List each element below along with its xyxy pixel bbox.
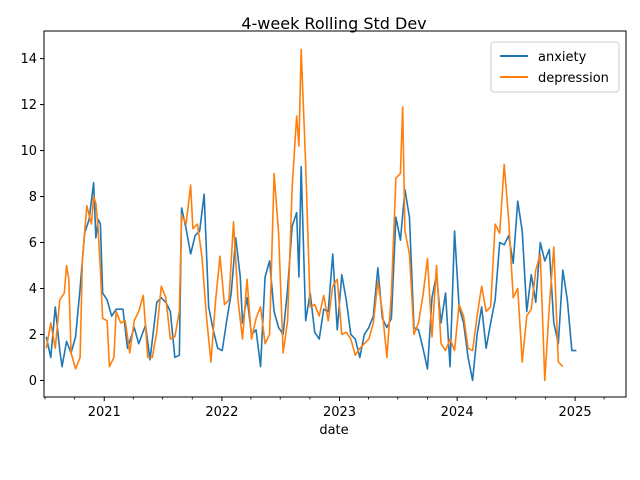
legend-box [490, 41, 620, 93]
x-axis-label: date [319, 423, 348, 438]
y-tick-label: 0 [29, 374, 37, 389]
legend-label-depression: depression [538, 71, 609, 86]
x-tick-label: 2023 [323, 405, 356, 420]
x-tick-label: 2022 [205, 405, 238, 420]
x-tick-label: 2021 [88, 405, 121, 420]
plot-frame [43, 30, 627, 398]
y-tick-label: 6 [29, 236, 37, 251]
y-tick-label: 12 [20, 98, 37, 113]
series-line-depression [45, 48, 564, 382]
y-tick-label: 10 [20, 144, 37, 159]
x-tick-label: 2024 [441, 405, 474, 420]
y-axis: 0 2 4 6 8 10 12 14 [20, 52, 44, 389]
series-layer [45, 48, 577, 382]
x-tick-label: 2025 [559, 405, 592, 420]
legend-label-anxiety: anxiety [538, 50, 587, 65]
series-line-anxiety [45, 165, 577, 382]
chart-title: 4-week Rolling Std Dev [241, 14, 426, 33]
y-tick-label: 8 [29, 190, 37, 205]
legend: anxiety depression [490, 41, 620, 93]
y-tick-label: 14 [20, 52, 37, 67]
y-tick-label: 2 [29, 328, 37, 343]
plot-area [45, 48, 577, 382]
y-tick-label: 4 [29, 282, 37, 297]
